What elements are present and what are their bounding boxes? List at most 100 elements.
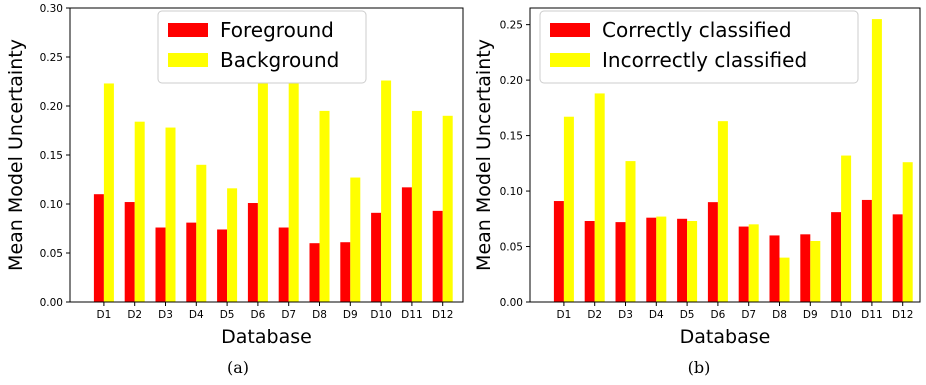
bar-series2-d1	[103, 83, 114, 303]
bar-series2-d6	[717, 121, 728, 302]
y-tick-label: 0.20	[500, 75, 523, 87]
x-axis-title: Database	[221, 326, 312, 348]
legend-label: Incorrectly classified	[602, 48, 807, 72]
chart-1: 0.00 0.05 0.10 0.15 0.20 0.25 D1 D2 D3 D4 D5 D6 D7 D8…	[473, 7, 921, 348]
bar-series2-d6	[257, 59, 268, 302]
x-tick-label: D11	[401, 309, 422, 321]
bar-series2-d11	[411, 110, 422, 303]
y-axis-title: Mean Model Uncertainty	[5, 39, 27, 271]
legend-swatch-series2	[550, 53, 590, 67]
y-tick-label: 0.05	[500, 242, 523, 254]
x-tick-label: D1	[97, 309, 112, 321]
x-tick-label: D2	[127, 309, 142, 321]
y-tick-label: 0.10	[500, 186, 523, 198]
y-tick-label: 0.10	[40, 199, 63, 211]
x-tick-label: D4	[649, 309, 664, 321]
x-tick-label: D12	[892, 309, 913, 321]
bar-series2-d2	[594, 93, 605, 303]
legend-label: Background	[220, 48, 339, 72]
bar-series1-d5	[677, 218, 688, 302]
bar-series1-d4	[186, 222, 197, 302]
y-tick-label: 0.25	[500, 20, 523, 32]
x-tick-label: D4	[189, 309, 204, 321]
bar-series1-d10	[831, 212, 842, 302]
x-tick-label: D2	[587, 309, 602, 321]
bar-series1-d8	[769, 235, 780, 302]
x-tick-label: D8	[312, 309, 327, 321]
bar-series1-d6	[247, 203, 258, 302]
bar-series2-d7	[748, 224, 759, 302]
bar-series1-d7	[738, 226, 749, 302]
bar-series2-d3	[165, 127, 176, 302]
bar-series1-d12	[432, 210, 443, 302]
x-tick-label: D7	[281, 309, 296, 321]
bar-series1-d4	[646, 217, 657, 302]
bar-series2-d10	[841, 155, 852, 302]
plot-frame	[529, 7, 921, 303]
bar-series2-d1	[563, 116, 574, 302]
bar-series1-d10	[371, 212, 382, 302]
x-tick-label: D6	[711, 309, 726, 321]
x-axis-title: Database	[680, 326, 771, 348]
bar-series1-d8	[309, 243, 320, 302]
bar-series2-d7	[288, 17, 299, 303]
legend-box	[539, 10, 859, 84]
x-tick-label: D7	[741, 309, 756, 321]
legend-swatch-series1	[550, 23, 590, 37]
x-tick-label: D10	[830, 309, 851, 321]
y-tick-label: 0.00	[40, 297, 63, 309]
x-tick-label: D3	[618, 309, 633, 321]
bar-series1-d5	[217, 229, 228, 302]
x-tick-label: D12	[432, 309, 453, 321]
bar-series1-d2	[584, 221, 595, 302]
legend-swatch-series2	[168, 53, 208, 67]
legend: Correctly classified Incorrectly classifi…	[539, 10, 859, 84]
y-tick-label: 0.15	[40, 150, 63, 162]
bar-series2-d4	[196, 164, 207, 302]
x-tick-label: D5	[220, 309, 235, 321]
bar-series1-d3	[155, 227, 166, 302]
bar-series1-d6	[707, 202, 718, 302]
caption-b: (b)	[688, 358, 711, 377]
chart-0: 0.00 0.05 0.10 0.15 0.20 0.25 0.30 D1 D2 D3 D4 D5 D6…	[5, 3, 464, 348]
x-tick-label: D9	[803, 309, 818, 321]
y-tick-label: 0.30	[40, 3, 63, 15]
bar-series1-d3	[615, 222, 626, 302]
x-tick-label: D8	[772, 309, 787, 321]
legend-box	[157, 10, 367, 84]
legend-label: Correctly classified	[602, 18, 792, 42]
bar-series2-d9	[350, 177, 361, 302]
bar-series2-d8	[779, 257, 790, 302]
bar-series2-d5	[687, 221, 698, 302]
bar-series2-d3	[625, 161, 636, 302]
bar-series1-d1	[553, 201, 564, 302]
x-tick-label: D6	[251, 309, 266, 321]
x-tick-label: D1	[557, 309, 572, 321]
x-tick-label: D9	[343, 309, 358, 321]
bar-series2-d9	[810, 240, 821, 302]
bar-series1-d11	[401, 187, 412, 302]
bar-series1-d9	[340, 242, 351, 302]
bar-series1-d2	[124, 202, 135, 302]
legend-swatch-series1	[168, 23, 208, 37]
bar-series1-d11	[861, 199, 872, 302]
bar-series1-d7	[278, 227, 289, 302]
y-tick-label: 0.25	[40, 52, 63, 64]
y-tick-label: 0.00	[500, 297, 523, 309]
bar-series2-d11	[871, 19, 882, 303]
y-tick-label: 0.20	[40, 101, 63, 113]
bar-series2-d12	[902, 162, 913, 302]
y-tick-label: 0.15	[500, 131, 523, 143]
bar-series1-d12	[892, 214, 903, 302]
x-tick-label: D10	[370, 309, 391, 321]
bar-series1-d1	[93, 194, 104, 302]
x-tick-label: D11	[861, 309, 882, 321]
legend-label: Foreground	[220, 18, 334, 42]
legend: Foreground Background	[157, 10, 367, 84]
y-tick-label: 0.05	[40, 248, 63, 260]
bar-series2-d12	[442, 115, 453, 302]
bar-series1-d9	[800, 234, 811, 302]
bar-series2-d10	[381, 80, 392, 303]
bar-series2-d5	[227, 188, 238, 302]
